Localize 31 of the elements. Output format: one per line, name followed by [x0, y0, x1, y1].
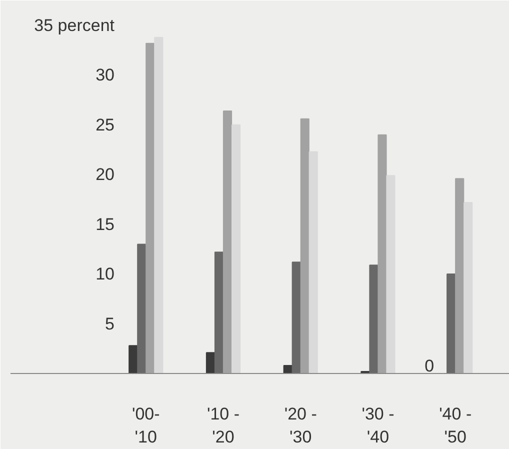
x-tick-label: '00- '10 — [132, 404, 160, 446]
y-tick-label: 30 — [96, 66, 115, 85]
bar — [300, 118, 310, 374]
y-tick-label: 20 — [96, 165, 115, 184]
bar — [464, 202, 473, 374]
bar — [369, 264, 378, 374]
y-tick-label: 15 — [96, 214, 115, 234]
bar — [146, 42, 155, 374]
bar — [231, 124, 241, 374]
bar — [154, 36, 164, 374]
bar — [206, 352, 216, 374]
x-tick-label: '10 - '20 — [206, 404, 240, 446]
bar — [128, 345, 138, 374]
bar — [283, 365, 292, 374]
bar — [378, 134, 387, 374]
y-tick-label: 35 percent — [34, 16, 115, 35]
y-tick-label: 10 — [96, 264, 115, 284]
bar — [455, 178, 464, 374]
y-tick-label: 25 — [96, 115, 115, 134]
x-tick-label: '20 - '30 — [284, 404, 317, 446]
bar — [137, 244, 146, 374]
bar — [308, 151, 318, 374]
bar — [386, 175, 396, 374]
bar — [214, 252, 224, 374]
data-label: 0 — [424, 356, 434, 376]
x-tick-label: '30 - '40 — [362, 404, 394, 446]
bar — [446, 274, 456, 374]
bar — [292, 262, 301, 374]
bar — [222, 110, 232, 374]
x-tick-label: '40 - '50 — [439, 404, 472, 446]
y-tick-label: 5 — [105, 314, 115, 334]
